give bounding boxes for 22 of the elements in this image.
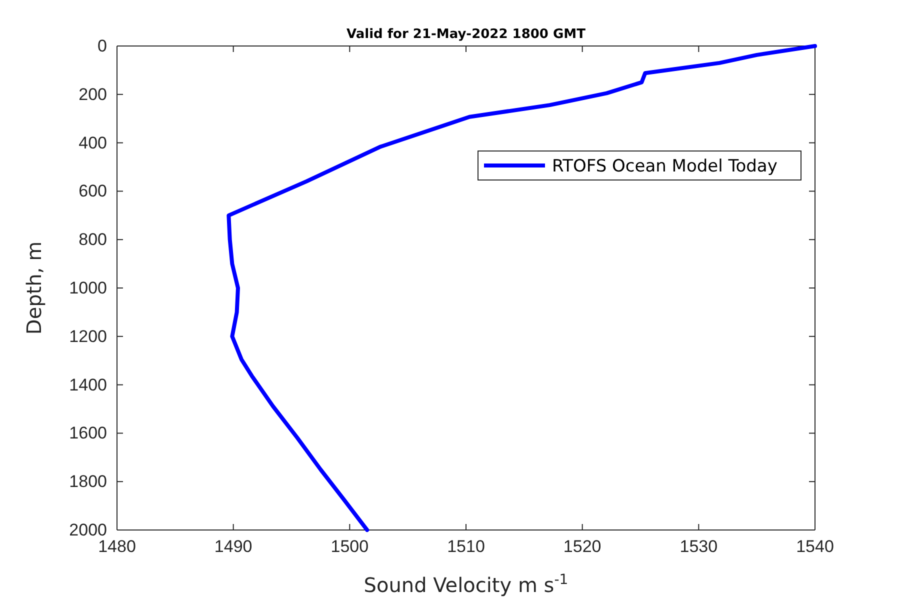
chart-title: Valid for 21-May-2022 1800 GMT (346, 27, 586, 42)
x-tick-label: 1510 (447, 537, 485, 556)
x-tick-label: 1490 (214, 537, 252, 556)
x-tick-label: 1480 (98, 537, 136, 556)
x-tick-label: 1540 (796, 537, 834, 556)
y-axis-title: Depth, m (22, 241, 46, 335)
y-tick-label: 400 (78, 133, 107, 152)
y-tick-label: 1000 (69, 278, 107, 298)
x-tick-label: 1500 (330, 537, 369, 556)
x-tick-label: 1530 (680, 537, 718, 556)
y-tick-label: 1600 (69, 424, 107, 443)
x-tick-label: 1520 (563, 537, 602, 556)
x-axis-title: Sound Velocity m s$^{-1}$ (364, 572, 568, 597)
y-tick-label: 1200 (69, 326, 107, 346)
y-tick-label: 1800 (69, 472, 107, 492)
y-tick-label: 800 (78, 230, 107, 250)
y-tick-label: 0 (98, 36, 107, 56)
y-tick-label: 2000 (69, 520, 107, 540)
y-tick-label: 600 (78, 182, 107, 201)
y-tick-label: 1400 (69, 375, 107, 394)
legend-label: RTOFS Ocean Model Today (552, 156, 778, 176)
y-tick-label: 200 (78, 84, 107, 104)
